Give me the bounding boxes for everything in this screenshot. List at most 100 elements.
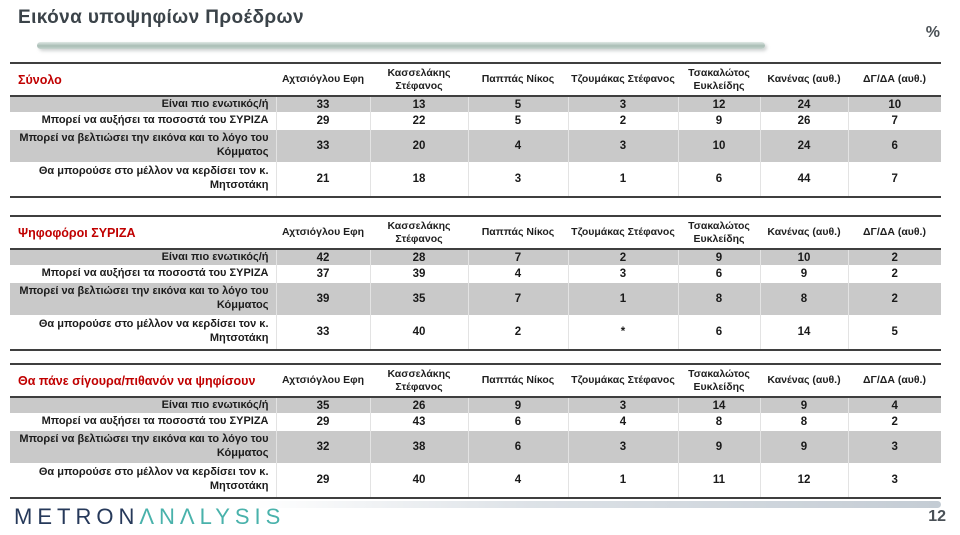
table-likely-voters: Θα πάνε σίγουρα/πιθανόν να ψηφίσουν Αχτσ… xyxy=(10,363,941,499)
value-cell: 5 xyxy=(847,315,941,349)
value-cell: 4 xyxy=(467,265,568,283)
value-cell: 38 xyxy=(369,431,468,463)
value-cell: 9 xyxy=(467,397,568,413)
value-cell: 4 xyxy=(467,130,568,162)
value-cell: 3 xyxy=(847,431,941,463)
title-underline-bar xyxy=(37,42,765,49)
value-cell: 35 xyxy=(369,283,468,315)
value-cell: 14 xyxy=(759,315,848,349)
value-cell: 37 xyxy=(275,265,370,283)
value-cell: 7 xyxy=(847,112,941,130)
table-syriza-voters: Ψηφοφόροι ΣΥΡΙΖΑ Αχτσιόγλου Εφη Κασσελάκ… xyxy=(10,215,941,351)
value-cell: 22 xyxy=(369,112,468,130)
value-cell: 2 xyxy=(847,283,941,315)
value-cell: 42 xyxy=(275,249,370,265)
table-row: Θα μπορούσε στο μέλλον να κερδίσει τον κ… xyxy=(10,463,941,497)
value-cell: 3 xyxy=(847,463,941,497)
value-cell: 6 xyxy=(677,265,760,283)
column-header: Αχτσιόγλου Εφη xyxy=(276,365,370,398)
column-header: Τσακαλώτος Ευκλείδης xyxy=(678,217,760,250)
value-cell: 4 xyxy=(847,397,941,413)
table-row: Μπορεί να βελτιώσει την εικόνα και το λό… xyxy=(10,130,941,162)
value-cell: * xyxy=(567,315,678,349)
value-cell: 33 xyxy=(275,315,370,349)
value-cell: 4 xyxy=(567,413,678,431)
column-header: Τσακαλώτος Ευκλείδης xyxy=(678,365,760,398)
value-cell: 9 xyxy=(677,112,760,130)
value-cell: 4 xyxy=(467,463,568,497)
value-cell: 2 xyxy=(847,265,941,283)
value-cell: 1 xyxy=(567,283,678,315)
value-cell: 2 xyxy=(467,315,568,349)
value-cell: 7 xyxy=(467,283,568,315)
row-label: Μπορεί να βελτιώσει την εικόνα και το λό… xyxy=(19,132,269,158)
table-group-title: Θα πάνε σίγουρα/πιθανόν να ψηφίσουν xyxy=(10,365,276,398)
column-header: Κασσελάκης Στέφανος xyxy=(370,64,468,97)
value-cell: 3 xyxy=(567,265,678,283)
table-total: Σύνολο Αχτσιόγλου Εφη Κασσελάκης Στέφανο… xyxy=(10,62,941,198)
value-cell: 32 xyxy=(275,431,370,463)
value-cell: 3 xyxy=(567,431,678,463)
value-cell: 7 xyxy=(467,249,568,265)
value-cell: 11 xyxy=(677,463,760,497)
value-cell: 8 xyxy=(759,413,848,431)
table-row: Είναι πιο ενωτικός/ή 35 26 9 3 14 9 4 xyxy=(10,397,941,413)
value-cell: 12 xyxy=(759,463,848,497)
value-cell: 2 xyxy=(567,112,678,130)
value-cell: 33 xyxy=(275,130,370,162)
column-header: Τσακαλώτος Ευκλείδης xyxy=(678,64,760,97)
row-label: Μπορεί να αυξήσει τα ποσοστά του ΣΥΡΙΖΑ xyxy=(41,267,269,280)
table-row: Είναι πιο ενωτικός/ή 33 13 5 3 12 24 10 xyxy=(10,96,941,112)
value-cell: 14 xyxy=(677,397,760,413)
value-cell: 26 xyxy=(369,397,468,413)
value-cell: 12 xyxy=(677,96,760,112)
column-header: ΔΓ/ΔΑ (αυθ.) xyxy=(848,64,941,97)
value-cell: 8 xyxy=(677,283,760,315)
value-cell: 6 xyxy=(677,315,760,349)
column-header: Αχτσιόγλου Εφη xyxy=(276,64,370,97)
value-cell: 44 xyxy=(759,162,848,196)
table-row: Είναι πιο ενωτικός/ή 42 28 7 2 9 10 2 xyxy=(10,249,941,265)
column-header: Τζουμάκας Στέφανος xyxy=(568,365,678,398)
row-label: Θα μπορούσε στο μέλλον να κερδίσει τον κ… xyxy=(38,318,269,344)
value-cell: 35 xyxy=(275,397,370,413)
value-cell: 8 xyxy=(759,283,848,315)
column-header: ΔΓ/ΔΑ (αυθ.) xyxy=(848,217,941,250)
value-cell: 6 xyxy=(677,162,760,196)
value-cell: 3 xyxy=(567,96,678,112)
value-cell: 40 xyxy=(369,463,468,497)
value-cell: 7 xyxy=(847,162,941,196)
value-cell: 20 xyxy=(369,130,468,162)
row-label: Μπορεί να βελτιώσει την εικόνα και το λό… xyxy=(19,285,269,311)
value-cell: 29 xyxy=(275,463,370,497)
column-header: Παππάς Νίκος xyxy=(468,365,568,398)
column-header: Τζουμάκας Στέφανος xyxy=(568,217,678,250)
page-number: 12 xyxy=(928,508,946,525)
value-cell: 2 xyxy=(847,249,941,265)
value-cell: 8 xyxy=(677,413,760,431)
value-cell: 40 xyxy=(369,315,468,349)
value-cell: 43 xyxy=(369,413,468,431)
column-header: Αχτσιόγλου Εφη xyxy=(276,217,370,250)
column-header: Παππάς Νίκος xyxy=(468,64,568,97)
value-cell: 6 xyxy=(467,431,568,463)
value-cell: 9 xyxy=(759,431,848,463)
row-label: Είναι πιο ενωτικός/ή xyxy=(161,398,269,411)
value-cell: 39 xyxy=(275,283,370,315)
column-header: Κανένας (αυθ.) xyxy=(760,365,848,398)
value-cell: 3 xyxy=(467,162,568,196)
value-cell: 29 xyxy=(275,413,370,431)
table-row: Θα μπορούσε στο μέλλον να κερδίσει τον κ… xyxy=(10,162,941,196)
value-cell: 9 xyxy=(677,431,760,463)
table-group-title: Ψηφοφόροι ΣΥΡΙΖΑ xyxy=(10,217,276,250)
value-cell: 24 xyxy=(759,96,848,112)
row-label: Μπορεί να βελτιώσει την εικόνα και το λό… xyxy=(19,433,269,459)
value-cell: 2 xyxy=(847,413,941,431)
table-row: Μπορεί να αυξήσει τα ποσοστά του ΣΥΡΙΖΑ … xyxy=(10,112,941,130)
value-cell: 26 xyxy=(759,112,848,130)
table-row: Μπορεί να αυξήσει τα ποσοστά του ΣΥΡΙΖΑ … xyxy=(10,413,941,431)
value-cell: 9 xyxy=(759,265,848,283)
page-title: Εικόνα υποψηφίων Προέδρων xyxy=(18,7,304,28)
row-label: Θα μπορούσε στο μέλλον να κερδίσει τον κ… xyxy=(38,466,269,492)
